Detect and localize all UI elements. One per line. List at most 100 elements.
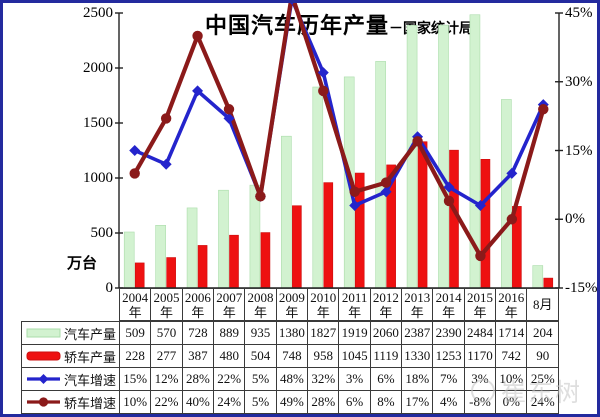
x-axis-category-cell: 2010 年: [307, 288, 340, 321]
legend-label: 轿车增速: [63, 395, 116, 411]
table-value-cell: 228: [118, 344, 152, 368]
table-value-cell: 10%: [495, 367, 528, 391]
legend-cell-汽车产量: 汽车产量: [21, 321, 120, 345]
table-value-cell: 22%: [213, 367, 246, 391]
table-value-cell: 480: [213, 344, 246, 368]
left-axis-tick-label: 2500: [83, 5, 113, 21]
marker-circle-轿车增速-2008年: [255, 191, 266, 202]
bar-汽车产量-2011年: [343, 76, 355, 289]
bar-轿车产量-2012年: [386, 164, 396, 289]
x-axis-category-cell: 8月: [526, 288, 559, 321]
table-value-cell: 958: [307, 344, 340, 368]
table-value-cell: 7%: [432, 367, 465, 391]
bar-汽车产量-2008年: [249, 184, 261, 289]
x-axis-category-cell: 2008 年: [244, 288, 277, 321]
table-value-cell: 3%: [463, 367, 497, 391]
table-value-cell: 3%: [338, 367, 371, 391]
marker-circle-轿车增速-2016年: [506, 214, 518, 225]
right-axis-tick-label: 45%: [565, 5, 593, 21]
bar-轿车产量-2016年: [512, 206, 522, 289]
table-value-cell: -8%: [463, 390, 497, 414]
right-axis-tick-label: 30%: [565, 73, 593, 90]
marker-diamond-汽车增速-2007年: [223, 112, 235, 124]
table-value-cell: 1919: [338, 321, 371, 345]
table-value-cell: 2387: [401, 321, 434, 345]
marker-diamond-汽车增速-2014年: [443, 181, 455, 193]
table-value-cell: 22%: [150, 390, 183, 414]
marker-circle-轿车增速-8月: [538, 104, 549, 115]
table-value-cell: 5%: [244, 367, 277, 391]
table-value-cell: 2484: [463, 321, 497, 345]
chart-title: 中国汽车历年产量: [204, 13, 389, 38]
legend-swatch-icon: [26, 328, 61, 338]
table-value-cell: 24%: [526, 390, 559, 414]
marker-circle-轿车增速-2013年: [412, 136, 423, 147]
legend-line-icon: [27, 374, 60, 384]
marker-diamond-汽车增速-2012年: [380, 186, 392, 198]
right-axis-tick-label: 15%: [565, 142, 593, 159]
x-axis-category-cell: 2013 年: [401, 288, 434, 321]
marker-diamond-汽车增速-2006年: [192, 85, 204, 97]
bar-汽车产量-2004年: [123, 231, 135, 289]
table-value-cell: 1827: [307, 321, 340, 345]
marker-diamond-汽车增速-2008年: [254, 190, 266, 202]
bar-轿车产量-2007年: [229, 234, 239, 289]
table-value-cell: 2390: [432, 321, 465, 345]
bar-汽车产量-2012年: [375, 61, 386, 289]
x-axis-category-cell: 2015 年: [463, 288, 497, 321]
x-axis-category-cell: 2011 年: [338, 288, 371, 321]
table-value-cell: 0%: [495, 390, 528, 414]
table-value-cell: 6%: [338, 390, 371, 414]
data-table: 汽车产量 509 570 728 889 935 1380 1827 1919 2060 2387 2…: [21, 321, 559, 414]
x-axis-category-cell: 2004 年: [118, 288, 152, 321]
chart-subtitle: －国家统计局: [389, 20, 473, 36]
table-value-cell: 12%: [150, 367, 183, 391]
table-value-cell: 48%: [275, 367, 309, 391]
marker-circle-轿车增速-2015年: [475, 250, 486, 262]
bar-汽车产量-2013年: [406, 25, 418, 289]
table-value-cell: 24%: [213, 390, 246, 414]
bar-轿车产量-2004年: [134, 262, 145, 289]
legend-label: 轿车产量: [63, 349, 116, 365]
table-value-cell: 1119: [369, 344, 403, 368]
marker-diamond-汽车增速-2004年: [129, 145, 141, 156]
bar-轿车产量-2009年: [292, 205, 302, 289]
chart-title-block: 中国汽车历年产量－国家统计局: [119, 8, 559, 40]
legend-cell-轿车增速: 轿车增速: [21, 390, 120, 414]
x-axis-category-cell: 2009 年: [275, 288, 309, 321]
bar-汽车产量-2016年: [501, 99, 512, 289]
table-value-cell: 8%: [369, 390, 403, 414]
table-value-cell: 889: [213, 321, 246, 345]
bar-轿车产量-2010年: [323, 182, 334, 289]
bar-轿车产量-2014年: [449, 149, 459, 289]
left-axis-tick-label: 0: [105, 280, 114, 296]
legend-cell-汽车增速: 汽车增速: [21, 367, 120, 391]
table-value-cell: 25%: [526, 367, 559, 391]
table-value-cell: 15%: [118, 367, 152, 391]
table-value-cell: 28%: [181, 367, 215, 391]
table-value-cell: 742: [495, 344, 528, 368]
table-value-cell: 728: [181, 321, 215, 345]
marker-circle-轿车增速-2005年: [160, 113, 172, 124]
legend-label: 汽车产量: [63, 326, 116, 342]
bar-轿车产量-2015年: [480, 159, 491, 289]
legend-label: 汽车增速: [63, 372, 116, 388]
table-value-cell: 4%: [432, 390, 465, 414]
bar-轿车产量-2006年: [197, 245, 208, 289]
bar-轿车产量-2013年: [417, 141, 428, 289]
table-value-cell: 1380: [275, 321, 309, 345]
x-axis-category-row: 2004 年 2005 年 2006 年 2007 年 2008 年 2009 年 2010…: [118, 288, 559, 321]
marker-circle-轿车增速-2012年: [380, 177, 392, 188]
bar-汽车产量-2007年: [218, 189, 229, 289]
table-value-cell: 18%: [401, 367, 434, 391]
left-axis-tick-label: 1000: [83, 170, 113, 186]
marker-diamond-汽车增速-2005年: [160, 158, 172, 170]
x-axis-category-cell: 2007 年: [213, 288, 246, 321]
bar-汽车产量-2015年: [469, 14, 481, 289]
table-value-cell: 10%: [118, 390, 152, 414]
bar-汽车产量-2005年: [155, 225, 166, 289]
line-轿车增速: [132, 3, 546, 259]
table-value-cell: 570: [150, 321, 183, 345]
marker-circle-轿车增速-2007年: [223, 104, 235, 115]
